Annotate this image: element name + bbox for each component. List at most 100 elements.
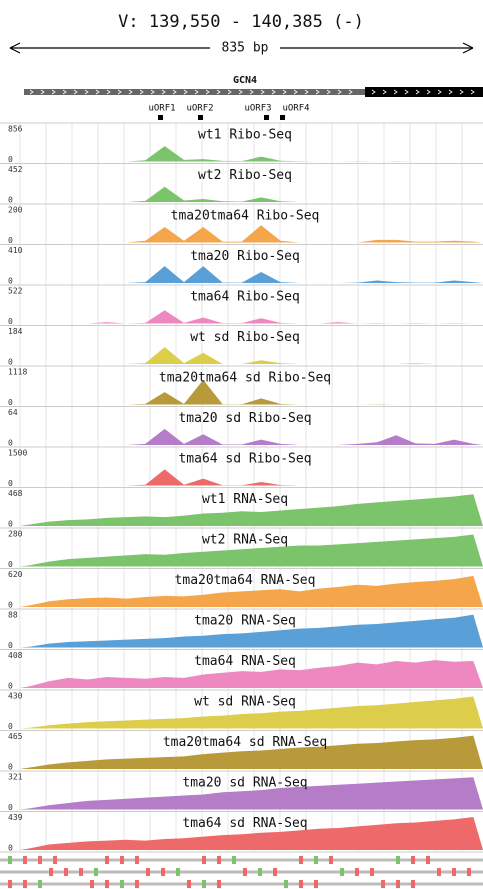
track-min: 0 xyxy=(8,479,13,488)
feature xyxy=(8,856,12,864)
gene-chevron xyxy=(415,89,420,95)
track-max: 1500 xyxy=(8,449,27,458)
track-max: 280 xyxy=(8,530,23,539)
track-max: 200 xyxy=(8,206,23,215)
coverage xyxy=(20,816,483,850)
feature xyxy=(187,880,191,888)
track-max: 184 xyxy=(8,327,23,336)
feature xyxy=(243,868,247,876)
feature xyxy=(146,868,150,876)
feature xyxy=(355,868,359,876)
gene-chevron xyxy=(238,89,243,95)
coverage xyxy=(20,310,483,324)
track-max: 452 xyxy=(8,165,23,174)
feature xyxy=(38,856,42,864)
feature xyxy=(161,868,165,876)
feature xyxy=(396,856,400,864)
coverage xyxy=(20,660,483,688)
gene-utr xyxy=(24,89,366,95)
track-max: 1118 xyxy=(8,368,27,377)
track-max: 321 xyxy=(8,773,23,782)
gene-cds xyxy=(365,87,483,97)
gene-chevron xyxy=(315,89,320,95)
track-min: 0 xyxy=(8,358,13,367)
gene-chevron xyxy=(172,89,177,95)
track-max: 468 xyxy=(8,489,23,498)
gene-chevron xyxy=(216,89,221,95)
gene-chevron xyxy=(326,89,331,95)
track-name: tma20tma64 sd RNA-Seq xyxy=(163,735,327,750)
gene-chevron xyxy=(183,89,188,95)
track-name: tma20 Ribo-Seq xyxy=(190,249,300,264)
uorf-marker xyxy=(198,115,203,120)
track-name: wt1 RNA-Seq xyxy=(202,492,288,507)
coverage xyxy=(20,735,483,769)
track-max: 522 xyxy=(8,287,23,296)
feature xyxy=(411,880,415,888)
gene-name: GCN4 xyxy=(233,75,257,86)
feature xyxy=(452,868,456,876)
gene-chevron xyxy=(194,89,199,95)
feature xyxy=(329,856,333,864)
track-min: 0 xyxy=(8,317,13,326)
track-name: tma20tma64 Ribo-Seq xyxy=(171,209,320,224)
gene-chevron xyxy=(271,89,276,95)
track-max: 465 xyxy=(8,732,23,741)
track-max: 88 xyxy=(8,611,18,620)
feature xyxy=(370,868,374,876)
track-max: 408 xyxy=(8,651,23,660)
track-max: 439 xyxy=(8,813,23,822)
feature xyxy=(467,868,471,876)
feature xyxy=(202,856,206,864)
track-name: tma64 RNA-Seq xyxy=(194,654,296,669)
feature xyxy=(135,856,139,864)
track-min: 0 xyxy=(8,560,13,569)
gene-chevron xyxy=(437,89,442,95)
coverage xyxy=(20,225,483,243)
coordinates: V: 139,550 - 140,385 (-) xyxy=(118,12,364,32)
coverage xyxy=(20,777,483,810)
coverage xyxy=(20,428,483,445)
feature xyxy=(314,880,318,888)
gene-chevron xyxy=(95,89,100,95)
track-min: 0 xyxy=(8,722,13,731)
feature xyxy=(437,868,441,876)
coverage xyxy=(20,469,483,486)
feature xyxy=(49,868,53,876)
track-max: 430 xyxy=(8,692,23,701)
feature xyxy=(217,856,221,864)
feature xyxy=(258,868,262,876)
uorf-label: uORF3 xyxy=(244,104,271,114)
track-min: 0 xyxy=(8,641,13,650)
track-min: 0 xyxy=(8,398,13,407)
gene-chevron xyxy=(337,89,342,95)
feature xyxy=(340,868,344,876)
gene-chevron xyxy=(404,89,409,95)
gene-chevron xyxy=(84,89,89,95)
feature xyxy=(23,880,27,888)
feature xyxy=(38,880,42,888)
gene-chevron xyxy=(139,89,144,95)
scale-arrows xyxy=(9,42,474,54)
gene-chevron xyxy=(29,89,34,95)
gene-chevron xyxy=(470,89,475,95)
track-min: 0 xyxy=(8,763,13,772)
gene-chevron xyxy=(393,89,398,95)
uorf-marker xyxy=(158,115,163,120)
uorf-marker xyxy=(280,115,285,120)
track-max: 64 xyxy=(8,408,18,417)
uorf-label: uORF4 xyxy=(282,104,309,114)
gene-chevron xyxy=(227,89,232,95)
track-min: 0 xyxy=(8,844,13,853)
track-min: 0 xyxy=(8,803,13,812)
gene-chevron xyxy=(62,89,67,95)
feature xyxy=(299,880,303,888)
feature xyxy=(135,880,139,888)
feature xyxy=(426,856,430,864)
track-name: tma64 sd RNA-Seq xyxy=(182,816,307,831)
feature xyxy=(396,880,400,888)
track-min: 0 xyxy=(8,601,13,610)
feature xyxy=(120,880,124,888)
track-name: wt2 Ribo-Seq xyxy=(198,168,292,183)
